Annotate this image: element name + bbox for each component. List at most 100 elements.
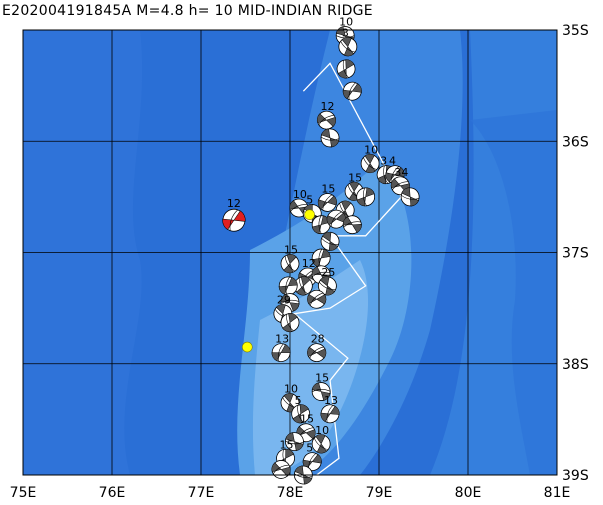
depth-label: 12 xyxy=(320,100,334,113)
focal-mechanism xyxy=(271,343,291,363)
beachball-compression xyxy=(271,344,291,362)
graticule xyxy=(23,30,557,475)
depth-label: 34 xyxy=(394,166,408,179)
beachball-compression xyxy=(283,254,297,274)
depth-label: 13 xyxy=(275,333,289,346)
depth-label: 10 xyxy=(293,188,307,201)
beachball-compression xyxy=(337,59,355,79)
beachball-compression xyxy=(282,313,298,333)
lon-tick-label: 81E xyxy=(544,485,571,501)
beachball-nodal-plane xyxy=(348,82,356,100)
beachball-compression xyxy=(385,167,405,183)
beachball-compression xyxy=(342,83,362,100)
depth-label: 5 xyxy=(295,394,302,407)
focal-mechanism xyxy=(311,382,331,401)
depth-label: 5 xyxy=(306,442,313,455)
beachball-compression xyxy=(285,432,304,452)
beachball-compression xyxy=(278,277,298,295)
focal-mechanism xyxy=(293,276,313,296)
lon-tick-label: 80E xyxy=(455,485,482,501)
beachball-compression xyxy=(401,187,419,207)
depth-label: 25 xyxy=(321,266,335,279)
map-frame xyxy=(22,29,558,476)
beachball-compression xyxy=(317,195,337,210)
focal-mechanism xyxy=(320,231,340,251)
beachball-compression xyxy=(296,276,311,296)
beachball-compression xyxy=(320,128,340,148)
beachball-compression xyxy=(319,276,335,296)
focal-mechanism xyxy=(356,187,376,207)
focal-mechanism xyxy=(311,215,331,235)
depth-label: 29 xyxy=(277,294,291,307)
epicenter-marker xyxy=(241,341,253,353)
depth-label: 15 xyxy=(321,182,335,195)
focal-mechanism xyxy=(307,343,327,363)
region-name: MID-INDIAN RIDGE xyxy=(237,3,373,19)
beachball-nodal-plane xyxy=(363,187,367,206)
focal-mechanism xyxy=(311,434,331,454)
beachball-nodal-plane xyxy=(321,238,339,245)
beachball-nodal-plane xyxy=(320,136,340,141)
beachball-nodal-plane xyxy=(318,215,322,234)
beachball-compression xyxy=(316,113,337,127)
main-event-mechanism xyxy=(222,208,246,232)
depth-label: 10 xyxy=(315,424,329,437)
main-event-depth-label: 12 xyxy=(227,197,241,210)
depth-label: 15 xyxy=(315,372,329,385)
event-id: E202004191845A xyxy=(2,3,132,19)
focal-mechanism xyxy=(291,404,311,424)
focal-mechanism xyxy=(316,110,337,130)
lat-tick-label: 37S xyxy=(562,246,589,262)
beachball-nodal-plane xyxy=(330,211,342,227)
beachball-nodal-plane xyxy=(284,256,296,272)
axis-ticks: 75E 76E 77E 78E 79E 80E 81E 35S 36S 37S 38S 39S xyxy=(10,23,589,501)
beachball-compression xyxy=(280,293,300,312)
depth-label: 5 xyxy=(306,194,313,207)
focal-mechanism xyxy=(400,187,420,207)
depth-label: 15 xyxy=(284,244,298,257)
beachball-nodal-plane xyxy=(229,209,238,231)
lat-tick-label: 35S xyxy=(562,23,589,39)
focal-mechanism xyxy=(336,59,356,79)
depth-label: 15 xyxy=(300,413,314,426)
depth-label: 10 xyxy=(364,144,378,157)
epicenter-marker xyxy=(304,209,315,220)
depth-text: h= 10 xyxy=(188,3,233,19)
depth-label: 3 xyxy=(380,155,387,168)
depth-label: 10 xyxy=(339,16,353,29)
beachball-nodal-plane xyxy=(383,165,389,184)
focal-mechanism xyxy=(307,289,327,309)
beachball-nodal-plane xyxy=(290,204,308,212)
beachball-nodal-plane xyxy=(342,60,349,78)
beachball-nodal-plane xyxy=(309,292,324,306)
beachball-nodal-plane xyxy=(390,166,400,183)
beachball-nodal-plane xyxy=(392,181,409,191)
beachball-nodal-plane xyxy=(313,437,329,450)
beachball-nodal-plane xyxy=(312,271,331,277)
focal-mechanism xyxy=(320,404,340,424)
map-title: E202004191845A M=4.8 h= 10 MID-INDIAN RI… xyxy=(2,3,373,19)
lat-tick-label: 36S xyxy=(562,134,589,150)
focal-mechanism xyxy=(342,215,362,235)
lon-tick-label: 77E xyxy=(188,485,215,501)
focal-mechanism xyxy=(280,254,300,274)
focal-mechanism xyxy=(360,153,380,174)
beachball-compression xyxy=(271,462,291,477)
lon-tick-label: 79E xyxy=(366,485,393,501)
beachball-compression xyxy=(222,210,246,230)
lat-tick-label: 39S xyxy=(562,468,589,484)
focal-mechanism xyxy=(320,128,340,148)
focal-mechanism xyxy=(342,81,362,101)
bathy-east-deep xyxy=(470,110,557,475)
beachball-nodal-plane xyxy=(309,346,324,359)
lat-tick-label: 38S xyxy=(562,357,589,373)
beachball-nodal-plane xyxy=(318,281,336,290)
depth-label: 15 xyxy=(348,171,362,184)
depth-label: 3 xyxy=(342,27,349,40)
beachball-nodal-plane xyxy=(298,277,308,295)
beachball-compression xyxy=(307,346,327,359)
beachball-nodal-plane xyxy=(312,389,331,393)
lon-tick-label: 76E xyxy=(99,485,126,501)
